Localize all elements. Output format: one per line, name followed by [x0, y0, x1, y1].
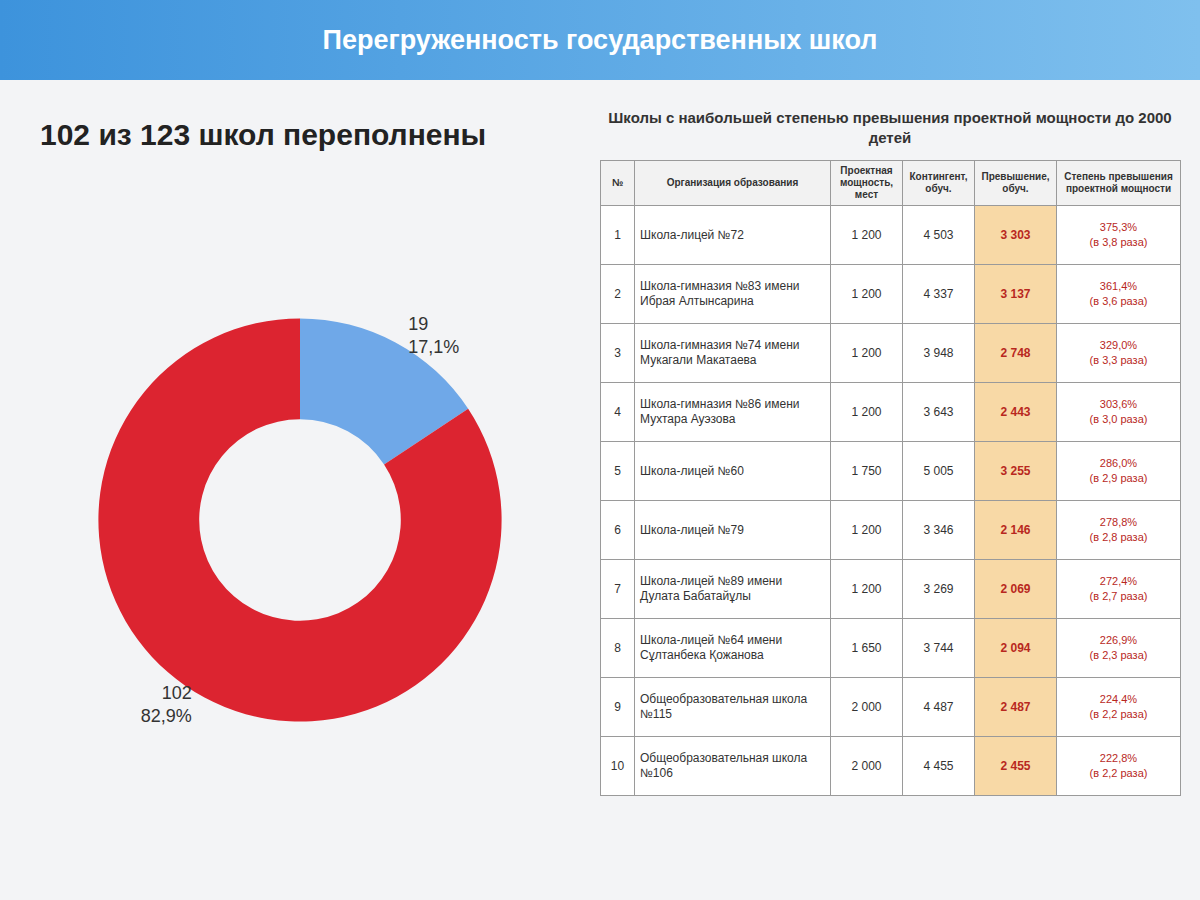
html-text:(в 3,8 раза): (в 3,8 раза): [1089, 236, 1148, 248]
html-text:Школа-гимназия №86 имени Мухта: Школа-гимназия №86 имени Мухтара Ауэзова: [640, 397, 800, 426]
html-text:3 948: 3 948: [923, 345, 954, 360]
html-text:Степень превышения проектной м: Степень превышения проектной мощности: [1064, 171, 1173, 194]
html-text:(в 2,8 раза): (в 2,8 раза): [1089, 531, 1148, 543]
svg-text:17,1%: 17,1%: [408, 337, 459, 357]
html-text:Школа-лицей №79: Школа-лицей №79: [640, 522, 744, 537]
html-text:2: 2: [614, 286, 621, 301]
html-text:222,8%: 222,8%: [1099, 752, 1138, 764]
html-text:4 487: 4 487: [923, 699, 954, 714]
html-text:(в 3,6 раза): (в 3,6 раза): [1089, 295, 1148, 307]
html-text:Превышение, обуч.: Превышение, обуч.: [981, 171, 1050, 194]
html-text:3 137: 3 137: [1000, 286, 1031, 301]
html-text:1 650: 1 650: [851, 640, 882, 655]
html-text:(в 2,2 раза): (в 2,2 раза): [1089, 767, 1148, 779]
html-text:Школа-лицей №60: Школа-лицей №60: [640, 463, 744, 478]
html-text:272,4%: 272,4%: [1099, 575, 1138, 587]
html-text:(в 2,3 раза): (в 2,3 раза): [1089, 649, 1148, 661]
html-text:Перегруженность государственны: Перегруженность государственных школ: [322, 25, 878, 55]
html-text:Контингент, обуч.: Контингент, обуч.: [909, 171, 968, 194]
html-text:Школа-гимназия №83 имени Ибрая: Школа-гимназия №83 имени Ибрая Алтынсари…: [640, 279, 800, 308]
html-text:1 200: 1 200: [851, 286, 882, 301]
html-text:2 000: 2 000: [851, 758, 882, 773]
html-text:102 из 123 школ переполнены: 102 из 123 школ переполнены: [40, 118, 487, 151]
html-text:(в 3,0 раза): (в 3,0 раза): [1089, 413, 1148, 425]
html-text:2 443: 2 443: [1000, 404, 1031, 419]
html-text:5 005: 5 005: [923, 463, 954, 478]
html-text:Общеобразовательная школа №106: Общеобразовательная школа №106: [640, 751, 808, 780]
html-text:3: 3: [614, 345, 621, 360]
html-text:4 337: 4 337: [923, 286, 954, 301]
html-text:226,9%: 226,9%: [1099, 634, 1138, 646]
svg-text:102: 102: [162, 683, 192, 703]
html-text:1 200: 1 200: [851, 404, 882, 419]
html-text:3 255: 3 255: [1000, 463, 1031, 478]
html-text:4: 4: [614, 404, 621, 419]
html-text:Школа-лицей №64 имени Сұлтанбе: Школа-лицей №64 имени Сұлтанбека Қожанов…: [640, 633, 783, 662]
html-text:(в 2,2 раза): (в 2,2 раза): [1089, 708, 1148, 720]
html-text:1 200: 1 200: [851, 227, 882, 242]
html-text:Проектная мощность, мест: Проектная мощность, мест: [839, 165, 894, 200]
html-text:Школы с наибольшей степенью пр: Школы с наибольшей степенью превышения п…: [608, 109, 1172, 146]
html-text:(в 2,9 раза): (в 2,9 раза): [1089, 472, 1148, 484]
html-text:10: 10: [610, 758, 625, 773]
html-text:7: 7: [614, 581, 621, 596]
html-text:4 503: 4 503: [923, 227, 954, 242]
html-text:1 750: 1 750: [851, 463, 882, 478]
html-text:2 487: 2 487: [1000, 699, 1031, 714]
html-text:1 200: 1 200: [851, 581, 882, 596]
html-text:2 455: 2 455: [1000, 758, 1031, 773]
html-text:3 303: 3 303: [1000, 227, 1031, 242]
html-text:Общеобразовательная школа №115: Общеобразовательная школа №115: [640, 692, 808, 721]
html-text:1 200: 1 200: [851, 522, 882, 537]
html-text:9: 9: [614, 699, 621, 714]
html-text:329,0%: 329,0%: [1099, 339, 1138, 351]
html-text:3 269: 3 269: [923, 581, 954, 596]
html-text:2 094: 2 094: [1000, 640, 1031, 655]
html-text:(в 3,3 раза): (в 3,3 раза): [1089, 354, 1148, 366]
html-text:1 200: 1 200: [851, 345, 882, 360]
html-text:Школа-лицей №72: Школа-лицей №72: [640, 227, 744, 242]
html-text:6: 6: [614, 522, 621, 537]
html-text:286,0%: 286,0%: [1099, 457, 1138, 469]
html-text:5: 5: [614, 463, 621, 478]
html-text:2 748: 2 748: [1000, 345, 1031, 360]
svg-text:82,9%: 82,9%: [141, 706, 192, 726]
html-text:8: 8: [614, 640, 621, 655]
svg-text:19: 19: [408, 314, 428, 334]
html-text:4 455: 4 455: [923, 758, 954, 773]
html-text:Школа-гимназия №74 имени Мукаг: Школа-гимназия №74 имени Мукагали Маката…: [640, 338, 800, 367]
html-text:2 000: 2 000: [851, 699, 882, 714]
html-text:Школа-лицей №89 имени Дулата Б: Школа-лицей №89 имени Дулата Бабатайұлы: [640, 574, 783, 603]
html-text:278,8%: 278,8%: [1099, 516, 1138, 528]
html-text:2 069: 2 069: [1000, 581, 1031, 596]
html-text:(в 2,7 раза): (в 2,7 раза): [1089, 590, 1148, 602]
html-text:3 346: 3 346: [923, 522, 954, 537]
html-text:224,4%: 224,4%: [1099, 693, 1138, 705]
html-text:3 643: 3 643: [923, 404, 954, 419]
html-text:1: 1: [614, 227, 621, 242]
html-text:2 146: 2 146: [1000, 522, 1031, 537]
html-text:375,3%: 375,3%: [1099, 221, 1138, 233]
html-text:303,6%: 303,6%: [1099, 398, 1138, 410]
html-text:Организация образования: Организация образования: [666, 177, 799, 188]
html-text:3 744: 3 744: [923, 640, 954, 655]
html-text:361,4%: 361,4%: [1099, 280, 1138, 292]
